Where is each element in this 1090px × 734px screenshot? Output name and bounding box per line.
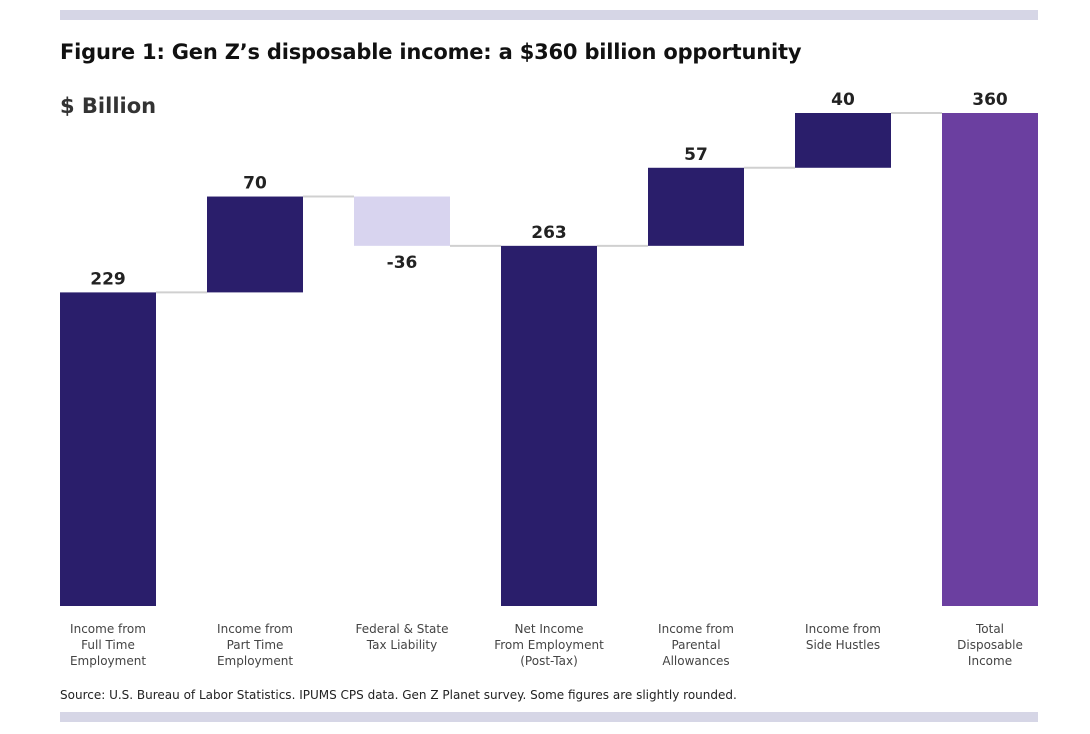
bar-3	[501, 245, 597, 606]
category-label-5: Income from Side Hustles	[805, 622, 881, 652]
data-label-5: 40	[831, 90, 855, 110]
bar-2	[354, 196, 450, 246]
data-label-2: -36	[387, 253, 418, 273]
bar-4	[648, 167, 744, 246]
bar-5	[795, 113, 891, 168]
category-label-6: Total Disposable Income	[957, 622, 1023, 668]
unit-label: $ Billion	[60, 94, 157, 118]
data-label-0: 229	[90, 269, 126, 289]
data-label-3: 263	[531, 223, 567, 243]
category-label-2: Federal & State Tax Liability	[355, 622, 449, 652]
data-label-1: 70	[243, 174, 267, 194]
category-label-3: Net Income From Employment (Post-Tax)	[494, 622, 604, 668]
category-label-0: Income from Full Time Employment	[69, 622, 147, 668]
bottom-rule	[60, 712, 1038, 722]
category-label-4: Income from Parental Allowances	[658, 622, 734, 668]
chart-title: Figure 1: Gen Z’s disposable income: a $…	[60, 40, 802, 64]
source-note: Source: U.S. Bureau of Labor Statistics.…	[60, 688, 737, 702]
bar-0	[60, 292, 156, 606]
data-label-6: 360	[972, 90, 1008, 110]
data-label-4: 57	[684, 145, 708, 165]
category-label-1: Income from Part Time Employment	[216, 622, 294, 668]
top-rule	[60, 10, 1038, 20]
bar-6	[942, 113, 1038, 606]
bar-1	[207, 196, 303, 293]
